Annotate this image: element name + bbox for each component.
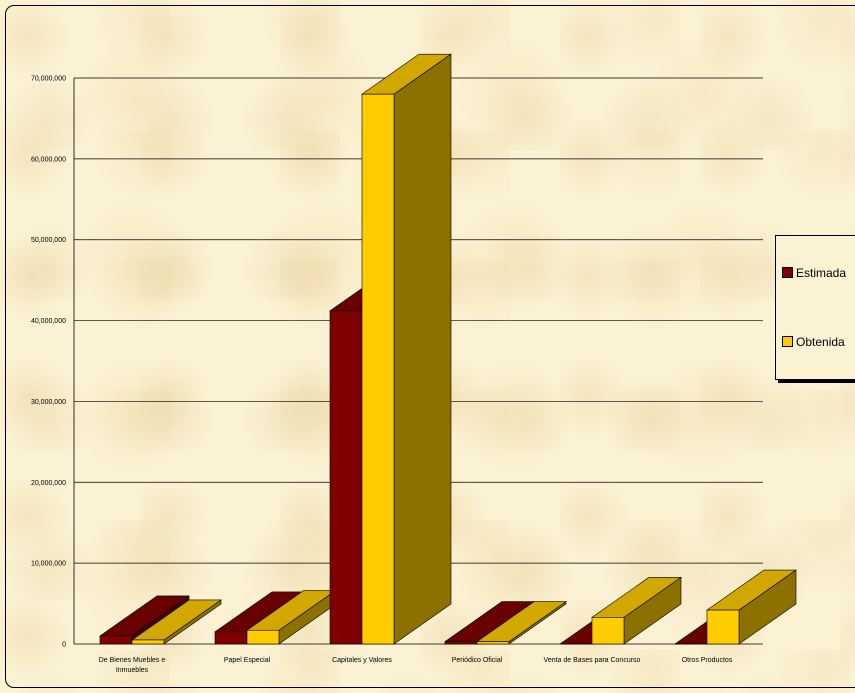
legend-swatch-estimada [782, 267, 793, 278]
bar-obtenida-2 [361, 93, 395, 645]
x-category-label: Papel Especial [224, 657, 271, 664]
bar-estimada-3 [444, 641, 478, 645]
bar-estimada-0 [99, 635, 133, 645]
y-tick-label: 40,000,000 [31, 318, 66, 325]
bar-estimada-1 [214, 631, 248, 645]
x-category-label: Inmuebles [116, 667, 149, 674]
bar-obtenida-5 [706, 609, 740, 645]
bar-obtenida-1 [246, 629, 280, 645]
chart-frame [5, 5, 855, 688]
x-category-label: Otros Productos [682, 657, 733, 664]
x-category-label: De Bienes Muebles e [99, 657, 166, 664]
y-tick-label: 50,000,000 [31, 237, 66, 244]
x-category-label: Periódico Oficial [452, 657, 503, 664]
bar-estimada-2 [329, 310, 363, 645]
bar-obtenida-4 [591, 617, 625, 645]
x-category-label: Capitales y Valores [332, 657, 392, 664]
bar-obtenida-3 [476, 641, 510, 645]
bar-obtenida-2-side [393, 53, 452, 645]
legend: Estimada Obtenida [775, 235, 855, 380]
legend-label-obtenida: Obtenida [796, 335, 845, 349]
legend-item-estimada: Estimada [782, 266, 846, 280]
bar-obtenida-0 [131, 639, 165, 645]
y-tick-label: 20,000,000 [31, 480, 66, 487]
y-tick-label: 70,000,000 [31, 76, 66, 83]
y-tick-label: 10,000,000 [31, 561, 66, 568]
y-tick-label: 30,000,000 [31, 399, 66, 406]
y-tick-label: 0 [62, 642, 66, 649]
legend-item-obtenida: Obtenida [782, 335, 845, 349]
y-tick-label: 60,000,000 [31, 156, 66, 163]
legend-swatch-obtenida [782, 336, 793, 347]
legend-label-estimada: Estimada [796, 266, 847, 280]
x-category-label: Venta de Bases para Concurso [544, 657, 641, 664]
